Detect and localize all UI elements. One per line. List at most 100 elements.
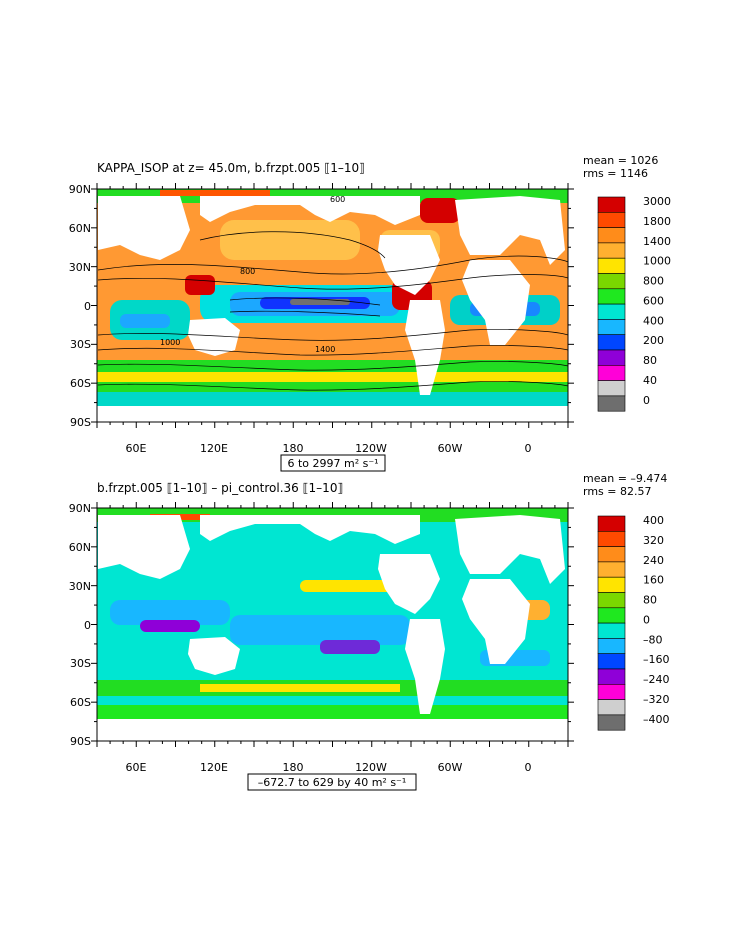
colorbar-swatch [597,242,626,259]
lon-label: 180 [283,442,304,455]
lon-label: 60W [438,761,463,774]
colorbar-label: 200 [643,334,664,347]
lat-label: 90S [70,416,91,429]
colorbar-swatch [597,561,626,578]
colorbar-label: 240 [643,554,664,567]
colorbar-swatch [597,683,626,700]
lon-label: 60W [438,442,463,455]
colorbar-label: 40 [643,374,657,387]
lat-label: 0 [84,619,91,632]
bottom-map-field [97,508,568,741]
lon-label: 120W [355,761,387,774]
colorbar-swatch [597,699,626,716]
top-contour-labels: 600 1000 1400 800 [160,195,345,354]
colorbar-label: –160 [643,653,670,666]
top-panel-title: KAPPA_ISOP at z= 45.0m, b.frzpt.005 ⟦1–1… [97,161,365,175]
bottom-panel-rms: rms = 82.57 [583,485,651,498]
lon-label: 120E [200,442,228,455]
bottom-panel-title: b.frzpt.005 ⟦1–10⟧ – pi_control.36 ⟦1–10… [97,481,343,495]
top-ticks [91,183,574,428]
lon-label: 180 [283,761,304,774]
colorbar-label: 600 [643,294,664,307]
colorbar-label: 800 [643,275,664,288]
bottom-colorbar: 400 320 240 160 80 0 –80 –160 –240 –320 –400 [597,514,670,731]
colorbar-label: 1400 [643,235,671,248]
top-contours [97,231,568,391]
bottom-ticks [91,502,574,747]
colorbar-label: 1000 [643,255,671,268]
top-panel-rms: rms = 1146 [583,167,648,180]
colorbar-swatch [597,515,626,532]
colorbar-swatch [597,638,626,655]
lat-label: 60S [70,696,91,709]
colorbar-swatch [597,546,626,563]
contour-label: 800 [240,267,255,276]
top-lat-labels: 90N 60N 30N 0 30S 60S 90S [69,183,91,429]
lat-label: 30N [69,580,91,593]
colorbar-swatch [597,668,626,685]
lon-label: 0 [525,761,532,774]
lat-label: 30S [70,338,91,351]
colorbar-swatch [597,380,626,397]
colorbar-swatch [597,395,626,412]
colorbar-label: –320 [643,693,670,706]
colorbar-label: 0 [643,394,650,407]
colorbar-swatch [597,288,626,305]
bottom-range-label: –672.7 to 629 by 40 m² s⁻¹ [258,776,407,789]
bottom-panel-mean: mean = –9.474 [583,472,667,485]
lat-label: 60S [70,377,91,390]
lon-label: 60E [126,761,147,774]
top-panel-mean: mean = 1026 [583,154,658,167]
colorbar-label: 400 [643,314,664,327]
lat-label: 90N [69,183,91,196]
colorbar-swatch [597,349,626,366]
colorbar-swatch [597,592,626,609]
colorbar-swatch [597,364,626,381]
colorbar-label: 80 [643,354,657,367]
lat-label: 60N [69,222,91,235]
colorbar-swatch [597,607,626,624]
colorbar-swatch [597,273,626,290]
colorbar-swatch [597,212,626,228]
top-continents [98,196,565,395]
colorbar-swatch [597,227,626,244]
lon-label: 0 [525,442,532,455]
colorbar-swatch [597,653,626,670]
colorbar-label: 80 [643,594,657,607]
top-lon-labels: 60E 120E 180 120W 60W 0 [126,442,532,455]
colorbar-swatch [597,303,626,320]
colorbar-label: 400 [643,514,664,527]
colorbar-label: 320 [643,534,664,547]
colorbar-swatch [597,622,626,639]
lat-label: 90N [69,502,91,515]
bottom-lat-labels: 90N 60N 30N 0 30S 60S 90S [69,502,91,748]
colorbar-label: 160 [643,574,664,587]
lon-label: 120W [355,442,387,455]
colorbar-label: –400 [643,713,670,726]
lat-label: 90S [70,735,91,748]
colorbar-swatch [597,257,626,274]
colorbar-swatch [597,714,626,731]
contour-label: 1000 [160,338,180,347]
lat-label: 30N [69,261,91,274]
lat-label: 0 [84,300,91,313]
bottom-panel: b.frzpt.005 ⟦1–10⟧ – pi_control.36 ⟦1–10… [69,472,670,791]
bottom-lon-labels: 60E 120E 180 120W 60W 0 [126,761,532,774]
colorbar-swatch [597,530,626,547]
colorbar-swatch [597,319,626,335]
lon-label: 120E [200,761,228,774]
lon-label: 60E [126,442,147,455]
colorbar-label: 3000 [643,195,671,208]
top-range-box [280,454,386,472]
top-panel: KAPPA_ISOP at z= 45.0m, b.frzpt.005 ⟦1–1… [69,154,671,472]
colorbar-label: 1800 [643,215,671,228]
bottom-continents [98,515,565,714]
colorbar-swatch [597,196,626,213]
colorbar-label: –240 [643,673,670,686]
colorbar-label: 0 [643,613,650,626]
lat-label: 30S [70,657,91,670]
contour-label: 600 [330,195,345,204]
colorbar-swatch [597,334,626,351]
